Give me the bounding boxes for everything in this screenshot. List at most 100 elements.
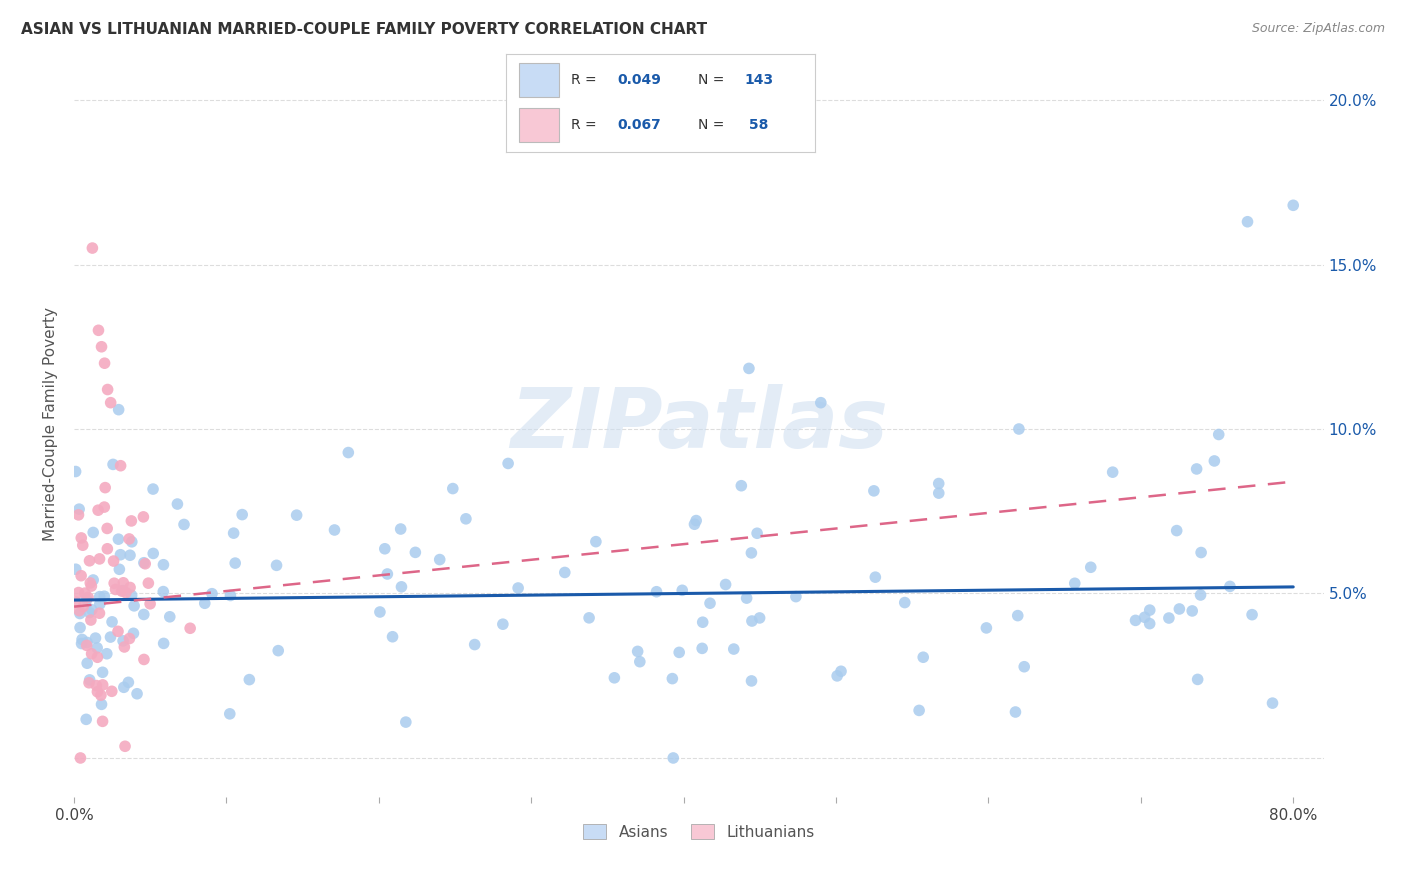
Point (671, 583, 693, 598)
Point (368, 605, 391, 619)
Point (1282, 198, 1305, 212)
Point (1208, 427, 1230, 442)
Point (91, 678, 114, 692)
Point (645, 584, 668, 599)
Point (683, 517, 706, 532)
Point (267, 643, 290, 657)
Point (79, 576, 101, 591)
Point (103, 554, 125, 568)
Point (738, 361, 761, 376)
Point (585, 534, 607, 549)
Point (1189, 588, 1212, 602)
Text: Source: ZipAtlas.com: Source: ZipAtlas.com (1251, 22, 1385, 36)
Point (101, 684, 124, 698)
Point (1125, 613, 1147, 627)
Point (224, 556, 246, 570)
Point (100, 630, 122, 644)
Point (1008, 422, 1031, 436)
Point (699, 596, 721, 610)
Point (94, 481, 117, 495)
Point (1007, 608, 1029, 623)
Point (89, 606, 111, 620)
Point (76, 639, 98, 653)
Point (685, 514, 707, 528)
Point (111, 583, 134, 598)
Point (96, 647, 118, 661)
Point (219, 589, 242, 603)
Point (1012, 659, 1035, 673)
Point (928, 486, 950, 500)
Point (108, 562, 131, 576)
Point (79, 673, 101, 687)
Point (104, 582, 127, 597)
Point (1133, 610, 1156, 624)
Point (96, 521, 118, 535)
Point (139, 597, 162, 611)
Point (107, 624, 129, 639)
Point (1181, 604, 1204, 618)
Point (825, 669, 848, 683)
Point (496, 457, 519, 471)
Point (218, 706, 240, 721)
Point (112, 575, 135, 590)
Point (377, 566, 399, 581)
Point (391, 580, 413, 594)
Point (404, 545, 426, 559)
Point (1080, 560, 1102, 574)
Point (65, 562, 87, 576)
Point (1185, 462, 1208, 476)
Point (863, 483, 886, 498)
Point (668, 645, 690, 659)
Point (908, 703, 931, 717)
Point (86, 640, 108, 655)
Point (723, 642, 745, 657)
Point (1063, 576, 1085, 591)
Point (132, 607, 155, 622)
Point (93, 500, 115, 514)
Text: ZIPatlas: ZIPatlas (510, 384, 887, 465)
Point (67, 508, 90, 522)
Point (93, 589, 115, 603)
Point (103, 576, 125, 591)
Point (134, 557, 156, 571)
Point (125, 687, 148, 701)
Point (76, 657, 98, 671)
Point (730, 479, 752, 493)
Point (741, 614, 763, 628)
Point (86, 684, 108, 698)
Point (111, 584, 134, 599)
Point (117, 675, 139, 690)
Point (166, 497, 188, 511)
Point (173, 517, 195, 532)
Point (1187, 673, 1209, 687)
Point (285, 508, 308, 523)
Point (86, 650, 108, 665)
Point (118, 632, 141, 646)
Point (115, 585, 138, 599)
Text: 0.049: 0.049 (617, 72, 661, 87)
Point (112, 633, 135, 648)
Point (77, 591, 100, 605)
Point (1139, 616, 1161, 631)
Point (441, 482, 464, 496)
Point (67, 585, 90, 599)
Point (201, 587, 224, 601)
Point (90, 340, 112, 354)
Text: R =: R = (571, 72, 602, 87)
Point (159, 609, 181, 624)
Point (82, 525, 104, 540)
FancyBboxPatch shape (519, 109, 558, 142)
Point (810, 395, 832, 409)
Point (508, 581, 530, 595)
Point (122, 599, 145, 613)
Point (132, 556, 155, 570)
Point (454, 512, 477, 526)
Point (90, 688, 112, 702)
Text: 58: 58 (744, 118, 769, 132)
Point (138, 576, 160, 591)
Point (75, 712, 97, 726)
Point (429, 552, 451, 566)
Point (70, 632, 93, 647)
Point (389, 522, 412, 536)
Point (120, 581, 142, 595)
